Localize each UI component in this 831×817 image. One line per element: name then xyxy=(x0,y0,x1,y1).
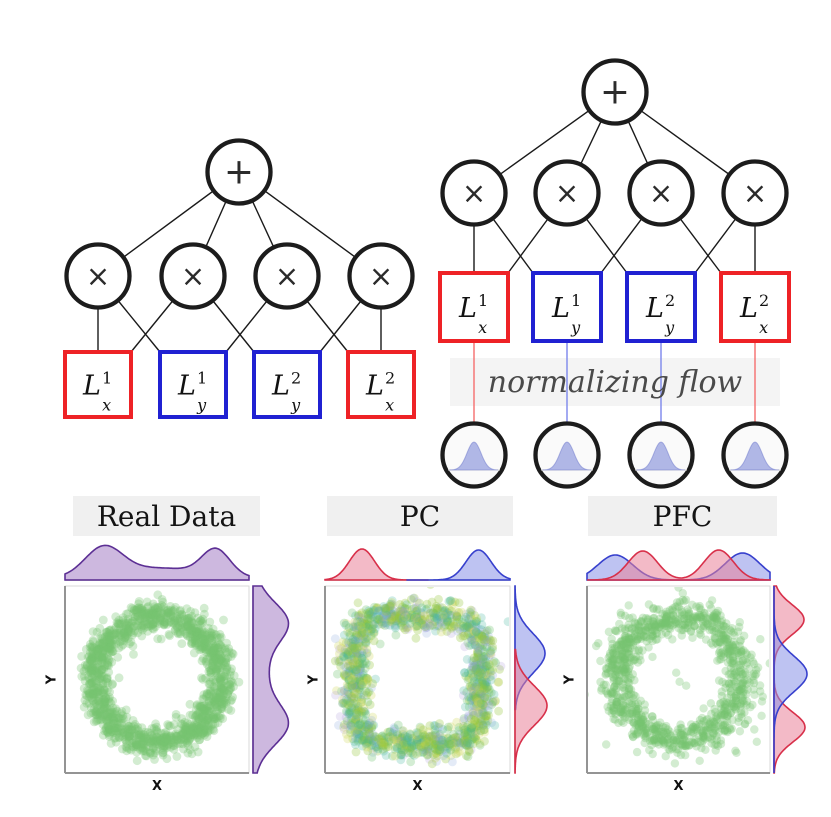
right-product-node-symbol: × xyxy=(555,176,579,210)
panel-pfc-title: PFC xyxy=(653,500,713,533)
scatter-points xyxy=(588,587,769,768)
top-marginal-purple-curve xyxy=(64,544,250,581)
scatter-points xyxy=(76,590,244,766)
leaf-box-red xyxy=(438,271,510,343)
leaf-box-red xyxy=(63,350,133,419)
leaf-box-blue xyxy=(158,350,228,419)
right-product-node xyxy=(533,159,601,227)
right-product-node-symbol: × xyxy=(649,176,673,210)
y-axis-label-pfc: Y xyxy=(563,674,578,685)
y-axis-label-real-data: Y xyxy=(45,674,60,685)
scatter-points xyxy=(330,587,509,769)
leaf-label: L2 y xyxy=(645,291,675,337)
left-product-node xyxy=(253,242,321,310)
panel-pc xyxy=(324,548,548,774)
top-marginal-blue-curve xyxy=(406,549,511,581)
left-product-node-symbol: × xyxy=(181,259,205,293)
top-marginal-red-curve xyxy=(587,549,771,581)
gaussian-curve-icon xyxy=(636,441,686,471)
leaf-box-blue xyxy=(531,271,603,343)
leaf-label: L1 y xyxy=(551,291,581,337)
gaussian-curve-icon xyxy=(542,441,592,471)
panel-real-data-header xyxy=(73,496,260,536)
right-product-node-symbol: × xyxy=(462,176,486,210)
right-marginal-blue-curve xyxy=(773,586,808,773)
x-axis-label-pfc: X xyxy=(673,779,683,794)
plot-area xyxy=(586,585,771,774)
leaf-box-red xyxy=(346,350,416,419)
leaf-box-blue xyxy=(625,271,697,343)
panel-real-data xyxy=(64,544,290,774)
right-product-node xyxy=(440,159,508,227)
left-product-node xyxy=(347,242,415,310)
right-sum-node xyxy=(581,58,649,126)
left-circuit: + × × × × L1 x L1 y L2 y L2 x xyxy=(63,138,416,419)
panel-pc-title: PC xyxy=(400,500,440,533)
right-marginal-purple-curve xyxy=(252,585,290,774)
right-marginal-red-curve xyxy=(514,648,548,774)
right-sum-node-symbol: + xyxy=(600,72,630,113)
left-product-node xyxy=(64,242,132,310)
plot-area xyxy=(64,585,250,774)
right-product-node xyxy=(627,159,695,227)
leaf-label: L2 x xyxy=(365,369,395,415)
panel-real-data-title: Real Data xyxy=(97,500,236,533)
y-axis-label-pc: Y xyxy=(307,674,322,685)
left-product-node-symbol: × xyxy=(369,259,393,293)
x-axis-label-real-data: X xyxy=(152,779,162,794)
right-product-node xyxy=(721,159,789,227)
right-circuit: + × × × × L1 x L1 y L2 y L2 x xyxy=(438,58,791,489)
leaf-label: L1 x xyxy=(82,369,112,415)
normalizing-flow-label: normalizing flow xyxy=(488,365,743,400)
leaf-label: L1 x xyxy=(458,291,488,337)
gaussian-curve-icon xyxy=(449,441,499,471)
normalizing-flow-band xyxy=(450,358,780,406)
left-product-node-symbol: × xyxy=(275,259,299,293)
leaf-label: L2 y xyxy=(271,369,301,415)
leaf-label: L1 y xyxy=(177,369,207,415)
gaussian-curve-icon xyxy=(730,441,780,471)
left-product-node-symbol: × xyxy=(86,259,110,293)
plot-area xyxy=(324,585,511,774)
panel-pfc-header xyxy=(588,496,777,536)
panel-pfc xyxy=(586,549,808,774)
right-product-node-symbol: × xyxy=(743,176,767,210)
left-sum-node xyxy=(205,138,273,206)
leaf-box-red xyxy=(719,271,791,343)
left-sum-node-symbol: + xyxy=(224,152,254,193)
x-axis-label-pc: X xyxy=(412,779,422,794)
panel-pc-header xyxy=(327,496,513,536)
leaf-label: L2 x xyxy=(739,291,769,337)
left-product-node xyxy=(159,242,227,310)
leaf-box-blue xyxy=(252,350,322,419)
